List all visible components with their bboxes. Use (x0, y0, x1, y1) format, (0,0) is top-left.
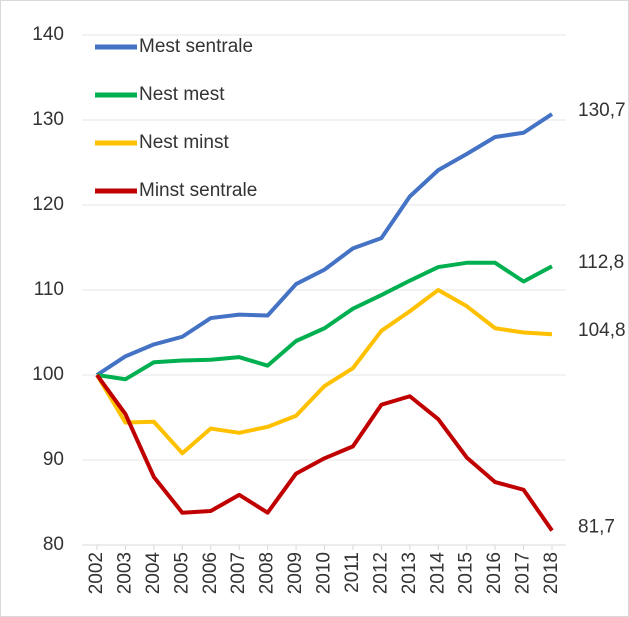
series-line (95, 112, 554, 377)
x-tick-label: 2006 (200, 552, 221, 594)
y-tick-label: 140 (32, 24, 64, 45)
y-tick-label: 90 (43, 449, 64, 470)
y-tick-label: 130 (32, 109, 64, 130)
data-label: 112,8 (578, 252, 624, 273)
series-line (95, 373, 554, 532)
series-line (96, 260, 553, 382)
x-tick-label: 2005 (171, 552, 192, 594)
legend-label: Nest mest (139, 84, 225, 105)
data-label: 104,8 (578, 320, 626, 341)
x-tick-label: 2017 (513, 552, 534, 594)
x-tick-label: 2012 (370, 552, 391, 594)
series-line (95, 288, 553, 456)
y-tick-label: 110 (34, 279, 64, 300)
x-tick-label: 2009 (285, 552, 306, 594)
x-tick-label: 2007 (228, 552, 249, 594)
legend-label: Minst sentrale (139, 180, 257, 201)
x-tick-label: 2004 (143, 552, 164, 595)
x-tick-label: 2008 (257, 552, 278, 594)
x-tick-label: 2014 (427, 552, 448, 595)
x-tick-label: 2013 (399, 552, 420, 594)
y-tick-label: 120 (32, 194, 64, 215)
legend-label: Nest minst (139, 132, 229, 153)
data-label: 130,7 (578, 100, 626, 121)
x-tick-label: 2003 (114, 552, 135, 594)
x-tick-label: 2016 (484, 552, 505, 594)
x-tick-label: 2018 (541, 552, 562, 594)
x-tick-label: 2015 (456, 552, 477, 594)
x-tick-label: 2010 (314, 552, 335, 594)
data-label: 81,7 (578, 517, 615, 538)
legend-label: Mest sentrale (139, 36, 253, 57)
x-tick-label: 2002 (86, 552, 107, 594)
y-tick-label: 80 (43, 534, 64, 555)
x-tick-label: 2011 (342, 552, 363, 593)
y-tick-label: 100 (32, 364, 64, 385)
